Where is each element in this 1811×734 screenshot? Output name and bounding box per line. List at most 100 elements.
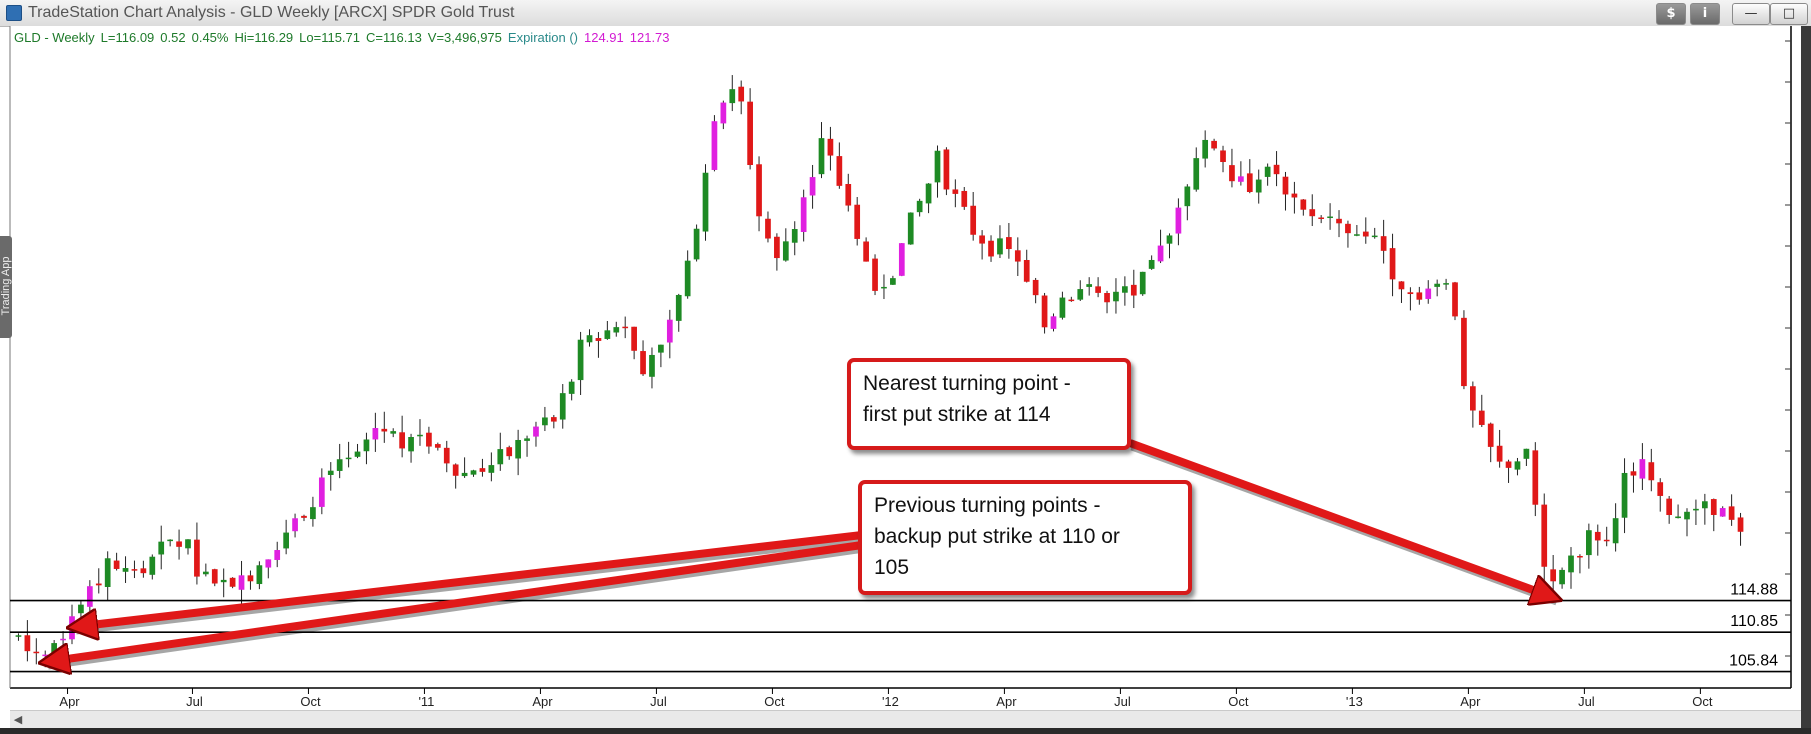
candle-body <box>702 172 709 232</box>
candle-body <box>952 189 959 194</box>
candle-body <box>1148 259 1155 269</box>
candle-body <box>658 344 664 353</box>
candle-body <box>497 449 504 465</box>
candle-body <box>988 240 994 257</box>
minimize-button[interactable]: — <box>1732 3 1770 25</box>
candle-body <box>1371 235 1378 238</box>
candle-body <box>1478 410 1485 425</box>
high-price: Hi=116.29 <box>234 30 294 45</box>
x-tick-label: Jul <box>1578 694 1595 709</box>
candle-body <box>872 258 878 291</box>
x-tick-label: Oct <box>300 694 321 709</box>
candle-body <box>845 184 852 206</box>
candle-body <box>890 278 896 285</box>
support-level-label: 105.84 <box>1729 653 1778 670</box>
candle-body <box>1291 193 1298 198</box>
candle-body <box>693 228 700 260</box>
candle-body <box>265 559 272 568</box>
candle-body <box>1684 511 1690 520</box>
candle-body <box>800 197 807 232</box>
candle-body <box>95 583 102 586</box>
candle-body <box>506 447 513 457</box>
candle-body <box>711 121 718 170</box>
maximize-button[interactable]: □ <box>1770 3 1808 25</box>
candle-body <box>372 428 379 440</box>
candle-body <box>1184 186 1191 207</box>
candle-body <box>961 190 968 207</box>
candle-body <box>1041 295 1048 328</box>
candle-body <box>283 532 289 549</box>
candle-body <box>176 541 182 547</box>
candle-body <box>809 177 816 196</box>
candle-body <box>649 354 655 377</box>
candle-body <box>729 89 736 104</box>
candle-body <box>533 426 539 437</box>
candle-body <box>1398 281 1405 290</box>
candle-body <box>202 571 209 575</box>
candle-body <box>1229 165 1235 182</box>
percent-change: 0.45% <box>191 30 229 45</box>
candle-body <box>479 468 486 472</box>
candle-body <box>426 432 432 447</box>
candle-body <box>292 518 298 532</box>
candle-body <box>1532 450 1539 505</box>
horizontal-scrollbar[interactable]: ◀ <box>10 710 1801 729</box>
info-button[interactable]: i <box>1690 3 1720 25</box>
arrow-to-turning-point-110 <box>74 531 863 627</box>
candle-body <box>774 236 780 259</box>
candle-body <box>1006 237 1012 250</box>
candle-body <box>238 575 245 590</box>
candle-body <box>1354 234 1360 236</box>
candle-body <box>1737 517 1744 532</box>
candle-body <box>51 643 58 655</box>
callout-line: Nearest turning point - <box>863 372 1071 395</box>
candle-body <box>399 432 405 449</box>
candle-body <box>970 205 977 235</box>
x-tick-label: Apr <box>532 694 553 709</box>
candle-body <box>675 294 682 321</box>
dollar-button[interactable]: $ <box>1656 3 1686 25</box>
candle-body <box>524 438 530 441</box>
candle-body <box>69 616 75 640</box>
tradestation-app-icon <box>6 5 22 21</box>
candle-body <box>1023 260 1030 282</box>
candle-body <box>818 138 825 175</box>
candle-body <box>1541 504 1548 567</box>
candle-body <box>1077 289 1084 300</box>
candle-body <box>1104 292 1110 303</box>
candle-body <box>827 138 834 156</box>
callout-previous-turning-points: Previous turning points - backup put str… <box>858 480 1192 595</box>
candle-body <box>345 457 352 460</box>
candle-body <box>542 417 548 426</box>
candle-body <box>1523 448 1530 459</box>
callout-line: first put strike at 114 <box>863 403 1051 426</box>
candle-body <box>1425 288 1432 299</box>
candle-body <box>318 477 325 507</box>
side-tab[interactable]: Trading App <box>0 236 12 338</box>
candle-body <box>791 229 798 243</box>
candle-body <box>247 575 254 582</box>
x-tick-label: Jul <box>186 694 203 709</box>
candle-body <box>60 638 66 641</box>
candle-body <box>1693 508 1699 511</box>
candle-body <box>443 447 450 464</box>
candle-body <box>1273 164 1280 175</box>
candle-body <box>1220 150 1226 163</box>
scroll-left-arrow-icon[interactable]: ◀ <box>13 714 23 726</box>
window-border <box>0 728 1811 734</box>
support-level-label: 114.88 <box>1730 582 1778 599</box>
candle-body <box>327 470 334 475</box>
candle-body <box>434 444 441 448</box>
candle-body <box>559 393 566 420</box>
last-price: L=116.09 <box>100 30 155 45</box>
candle-body <box>1193 158 1200 190</box>
x-tick-label: Jul <box>1114 694 1131 709</box>
side-tab-label: Trading App <box>0 256 12 316</box>
candle-body <box>1050 316 1057 329</box>
candles <box>15 75 1744 668</box>
candle-body <box>1139 271 1146 295</box>
candle-body <box>1336 218 1342 224</box>
candle-body <box>881 286 887 289</box>
net-change: 0.52 <box>160 30 186 45</box>
